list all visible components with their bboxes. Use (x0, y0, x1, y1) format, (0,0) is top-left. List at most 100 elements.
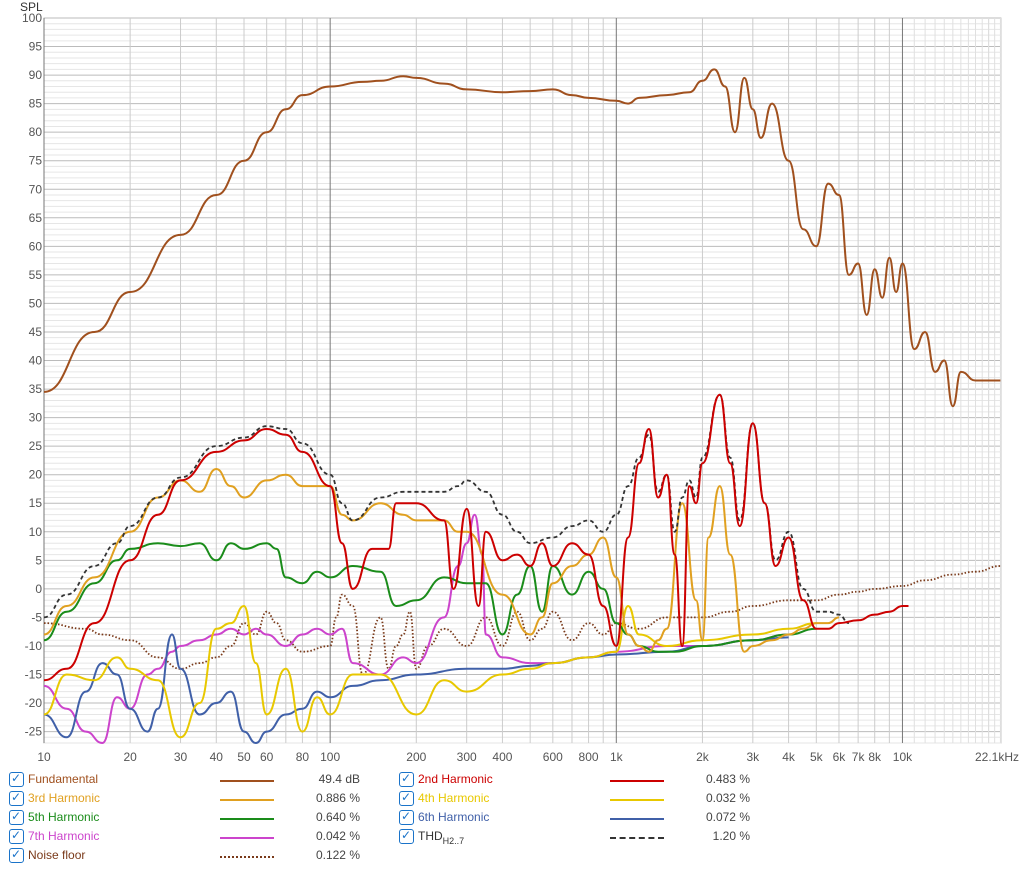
legend-noise-floor-line-sample (220, 856, 274, 858)
y-tick-label: 30 (29, 411, 43, 425)
legend-fundamental-line-sample (220, 780, 274, 782)
legend-noise-floor-value: 0.122 % (315, 848, 360, 862)
series-2nd-harmonic (43, 393, 909, 682)
series-thd (43, 393, 850, 624)
thd-subscript: H2..7 (442, 836, 465, 846)
x-tick-label: 600 (543, 750, 563, 764)
y-tick-label: 0 (35, 582, 42, 596)
x-tick-label: 20 (123, 750, 137, 764)
legend-7th-harmonic-label: 7th Harmonic (28, 829, 100, 843)
legend-3rd-harmonic-line-sample (220, 799, 274, 801)
x-tick-label: 30 (174, 750, 188, 764)
x-tick-label: 40 (210, 750, 224, 764)
x-tick-label: 50 (237, 750, 251, 764)
x-tick-label: 5k (810, 750, 824, 764)
x-tick-label: 7k (852, 750, 866, 764)
legend-2nd-harmonic-label: 2nd Harmonic (418, 772, 493, 786)
series-3rd-harmonic (43, 468, 840, 653)
y-tick-label: 10 (29, 525, 43, 539)
checkmark-icon: ✓ (11, 790, 22, 804)
legend-5th-harmonic-row: ✓ 5th Harmonic 0.640 % (0, 809, 1024, 828)
checkmark-icon: ✓ (401, 809, 412, 823)
y-tick-label: 85 (29, 97, 43, 111)
grid (43, 17, 1002, 744)
y-tick-label: -15 (25, 667, 43, 681)
legend-3rd-harmonic-checkbox[interactable]: ✓ (9, 790, 24, 806)
y-tick-label: -10 (25, 639, 43, 653)
legend-thd-checkbox[interactable]: ✓ (399, 828, 414, 844)
y-tick-label: 35 (29, 382, 43, 396)
legend-fundamental-label: Fundamental (28, 772, 99, 786)
legend-fundamental-row: ✓ Fundamental 49.4 dB (0, 771, 1024, 790)
series-lines (43, 68, 1001, 744)
x-tick-label: 22.1kHz (975, 750, 1019, 764)
legend-4th-harmonic-checkbox[interactable]: ✓ (399, 790, 414, 806)
legend-thd-line-sample (610, 837, 664, 839)
x-tick-label: 300 (457, 750, 477, 764)
legend-4th-harmonic-label: 4th Harmonic (418, 791, 490, 805)
checkmark-icon: ✓ (401, 828, 412, 842)
legend-6th-harmonic-value: 0.072 % (705, 810, 750, 824)
legend-noise-floor-label: Noise floor (28, 848, 86, 862)
legend-5th-harmonic-value: 0.640 % (315, 810, 360, 824)
series-7th-harmonic (43, 513, 789, 744)
legend-6th-harmonic-label: 6th Harmonic (418, 810, 490, 824)
legend-2nd-harmonic-checkbox[interactable]: ✓ (399, 771, 414, 787)
x-tick-label: 3k (746, 750, 760, 764)
x-tick-label: 800 (579, 750, 599, 764)
x-tick-label: 1k (610, 750, 624, 764)
checkmark-icon: ✓ (11, 771, 22, 785)
y-axis-label: SPL (20, 0, 43, 14)
legend-5th-harmonic-checkbox[interactable]: ✓ (9, 809, 24, 825)
legend-fundamental-checkbox[interactable]: ✓ (9, 771, 24, 787)
checkmark-icon: ✓ (11, 809, 22, 823)
legend-7th-harmonic-line-sample (220, 837, 274, 839)
y-tick-label: 80 (29, 125, 43, 139)
y-tick-label: 100 (22, 11, 42, 25)
checkmark-icon: ✓ (401, 790, 412, 804)
legend-2nd-harmonic-value: 0.483 % (705, 772, 750, 786)
spl-chart: SPL 100959085807570656055504540353025201… (20, 0, 1019, 764)
x-tick-label: 400 (492, 750, 512, 764)
y-tick-label: 45 (29, 325, 43, 339)
y-tick-label: 5 (35, 553, 42, 567)
legend-thd-value: 1.20 % (712, 829, 750, 843)
x-tick-label: 200 (406, 750, 426, 764)
legend-6th-harmonic-row: ✓ 6th Harmonic 0.072 % (0, 809, 1024, 828)
y-tick-label: 50 (29, 296, 43, 310)
legend-7th-harmonic-checkbox[interactable]: ✓ (9, 828, 24, 844)
x-tick-label: 100 (320, 750, 340, 764)
legend-4th-harmonic-line-sample (610, 799, 664, 801)
legend-2nd-harmonic-line-sample (610, 780, 664, 782)
y-tick-label: 15 (29, 496, 43, 510)
x-tick-label: 2k (696, 750, 710, 764)
x-tick-label: 6k (833, 750, 847, 764)
y-tick-label: 95 (29, 40, 43, 54)
y-tick-label: 20 (29, 468, 43, 482)
legend-3rd-harmonic-label: 3rd Harmonic (28, 791, 101, 805)
legend-6th-harmonic-checkbox[interactable]: ✓ (399, 809, 414, 825)
legend-thd-row: ✓ THDH2..7 1.20 % (0, 828, 1024, 847)
y-tick-label: 60 (29, 239, 43, 253)
x-tick-label: 4k (782, 750, 796, 764)
y-tick-label: 25 (29, 439, 43, 453)
series-noise-floor (43, 565, 1001, 676)
legend-4th-harmonic-row: ✓ 4th Harmonic 0.032 % (0, 790, 1024, 809)
y-tick-label: 40 (29, 354, 43, 368)
y-tick-label: 70 (29, 182, 43, 196)
series-4th-harmonic (43, 605, 817, 739)
legend: ✓ Fundamental 49.4 dB ✓ 2nd Harmonic 0.483 % ✓… (0, 768, 1024, 868)
legend-2nd-harmonic-row: ✓ 2nd Harmonic 0.483 % (0, 771, 1024, 790)
y-tick-label: 75 (29, 154, 43, 168)
x-tick-labels: 10 20 30 40 50 60 80 100 200 300 400 600 800 1k 2k 3k 4k… (37, 750, 1019, 764)
legend-noise-floor-checkbox[interactable]: ✓ (9, 847, 24, 863)
y-tick-labels: 1009590858075706560555045403530252015105… (22, 11, 42, 739)
legend-5th-harmonic-label: 5th Harmonic (28, 810, 100, 824)
checkmark-icon: ✓ (401, 771, 412, 785)
x-tick-label: 8k (868, 750, 882, 764)
legend-4th-harmonic-value: 0.032 % (705, 791, 750, 805)
legend-7th-harmonic-value: 0.042 % (315, 829, 360, 843)
x-tick-label: 60 (260, 750, 274, 764)
series-fundamental (43, 68, 1001, 408)
y-tick-label: 90 (29, 68, 43, 82)
